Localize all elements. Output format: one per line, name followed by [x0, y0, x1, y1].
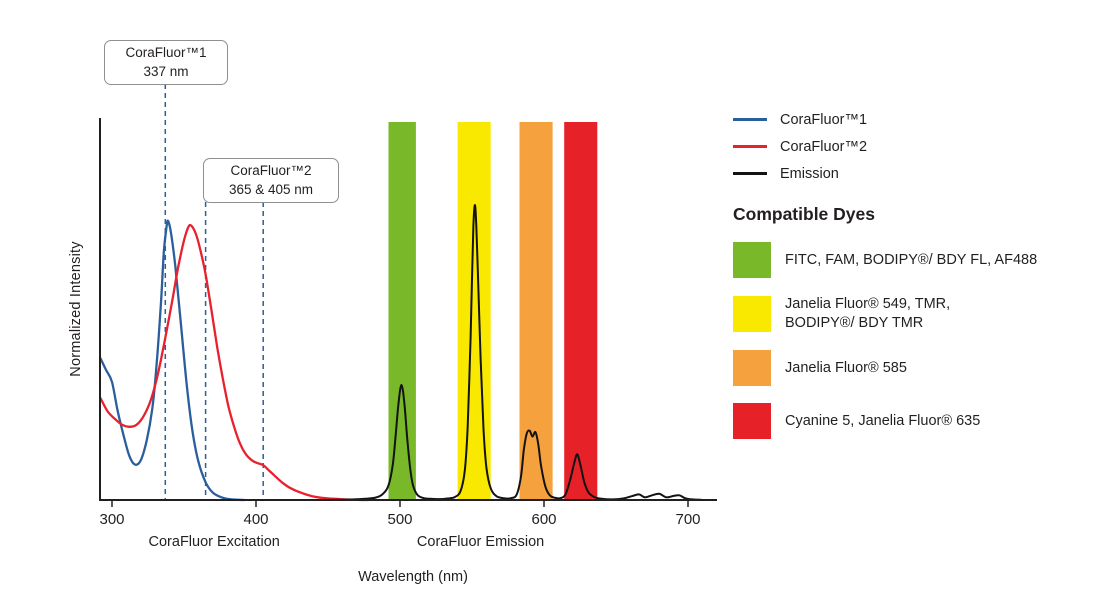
series-emission [321, 204, 702, 501]
legend-item-corafluor1: CoraFluor™1 [733, 106, 1105, 133]
emission-filter-band-3 [564, 122, 598, 500]
annotation-corafluor2: CoraFluor™2 365 & 405 nm [203, 158, 339, 203]
dye-row-green: FITC, FAM, BODIPY®/ BDY FL, AF488 [733, 242, 1105, 278]
dye-label: Janelia Fluor® 585 [785, 359, 907, 378]
x-tick-label: 600 [531, 511, 556, 528]
annotation-corafluor1: CoraFluor™1 337 nm [104, 40, 228, 85]
x-axis-label: Wavelength (nm) [358, 569, 468, 585]
green-dye-swatch [733, 242, 771, 278]
dye-label: Cyanine 5, Janelia Fluor® 635 [785, 412, 980, 431]
dye-row-yellow: Janelia Fluor® 549, TMR, BODIPY®/ BDY TM… [733, 295, 1105, 333]
annotation-corafluor2-value: 365 & 405 nm [228, 181, 314, 197]
dye-row-orange: Janelia Fluor® 585 [733, 350, 1105, 386]
dye-label-line: Janelia Fluor® 549, TMR, [785, 296, 951, 312]
dye-label-line: Cyanine 5, Janelia Fluor® 635 [785, 412, 981, 429]
orange-dye-swatch [733, 350, 771, 386]
emission-filter-band-0 [388, 122, 416, 500]
dye-label: Janelia Fluor® 549, TMR, BODIPY®/ BDY TM… [785, 295, 950, 333]
yellow-dye-swatch [733, 296, 771, 332]
x-tick-label: 700 [675, 511, 700, 528]
dye-label-line: BODIPY®/ BDY TMR [785, 315, 924, 331]
series-corafluor-2 [99, 223, 370, 502]
y-axis-label: Normalized Intensity [68, 241, 84, 377]
dye-label-line: FITC, FAM, BODIPY®/ BDY FL, AF488 [785, 251, 1038, 268]
red-dye-swatch [733, 403, 771, 439]
emission-line-swatch [733, 172, 767, 175]
dye-label: FITC, FAM, BODIPY®/ BDY FL, AF488 [785, 251, 1037, 270]
legend-label: Emission [780, 165, 839, 182]
corafluor2-line-swatch [733, 145, 767, 148]
legend-item-emission: Emission [733, 160, 1105, 187]
axis-section-label: CoraFluor Emission [417, 534, 544, 550]
axis-section-label: CoraFluor Excitation [149, 534, 280, 550]
spectra-chart: 300 400 500 600 700 CoraFluor Excitation CoraF… [99, 84, 717, 550]
corafluor1-line-swatch [733, 118, 767, 121]
legend-item-corafluor2: CoraFluor™2 [733, 133, 1105, 160]
annotation-corafluor1-value: 337 nm [143, 63, 189, 79]
annotation-corafluor2-title: CoraFluor™2 [230, 163, 312, 178]
series-corafluor-1 [99, 219, 246, 502]
x-tick-label: 400 [243, 511, 268, 528]
annotation-corafluor1-title: CoraFluor™1 [125, 45, 207, 60]
dye-row-red: Cyanine 5, Janelia Fluor® 635 [733, 403, 1105, 439]
compatible-dyes-heading: Compatible Dyes [733, 204, 875, 224]
x-tick-label: 500 [387, 511, 412, 528]
x-tick-label: 300 [99, 511, 124, 528]
legend-label: CoraFluor™1 [780, 111, 868, 128]
dye-label-line: Janelia Fluor® 585 [785, 359, 907, 376]
legend-label: CoraFluor™2 [780, 138, 868, 155]
emission-filter-band-1 [457, 122, 491, 500]
legend: CoraFluor™1 CoraFluor™2 Emission Compati… [733, 106, 1105, 439]
